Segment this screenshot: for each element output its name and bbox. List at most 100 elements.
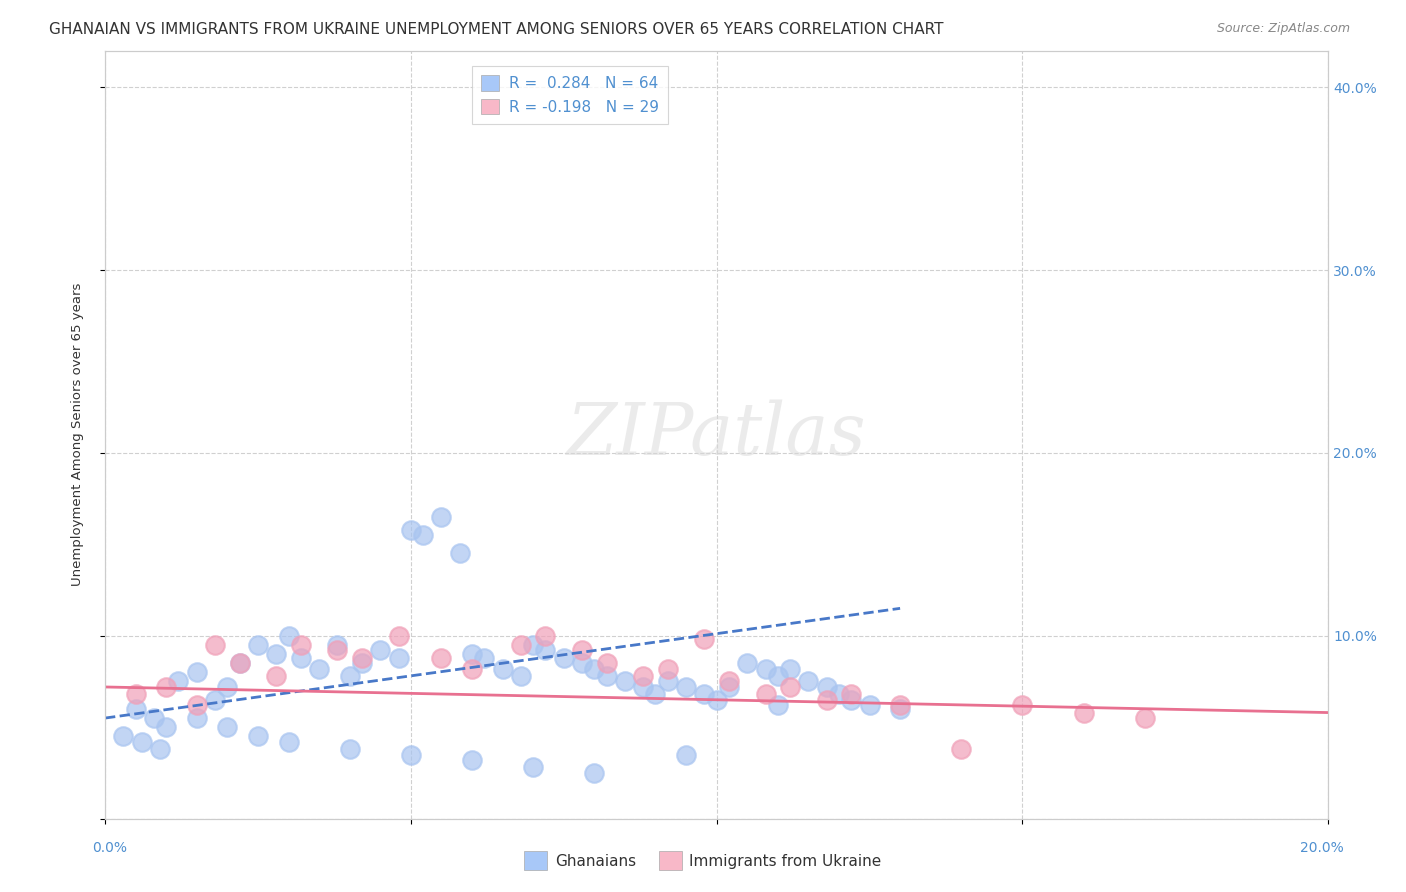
Point xyxy=(339,669,361,683)
Point xyxy=(571,657,593,671)
Point xyxy=(228,657,250,671)
Point xyxy=(766,698,789,713)
Point xyxy=(112,729,135,743)
Point xyxy=(368,643,391,657)
Point xyxy=(613,674,636,689)
Point xyxy=(277,735,299,749)
Point xyxy=(534,643,557,657)
Y-axis label: Unemployment Among Seniors over 65 years: Unemployment Among Seniors over 65 years xyxy=(72,283,84,586)
Point xyxy=(797,674,820,689)
Point xyxy=(350,650,373,665)
Point xyxy=(326,638,349,652)
Point xyxy=(754,687,776,701)
Point xyxy=(657,662,679,676)
Text: Source: ZipAtlas.com: Source: ZipAtlas.com xyxy=(1216,22,1350,36)
Point xyxy=(217,720,239,734)
Point xyxy=(534,629,557,643)
Point xyxy=(889,702,911,716)
Point xyxy=(491,662,513,676)
Point xyxy=(388,650,411,665)
Point xyxy=(583,662,606,676)
Point xyxy=(815,692,838,706)
Point xyxy=(950,742,973,756)
Point xyxy=(717,680,740,694)
Point xyxy=(815,680,838,694)
Point xyxy=(583,765,606,780)
Point xyxy=(449,547,471,561)
Point xyxy=(246,638,269,652)
Point xyxy=(675,680,697,694)
Point xyxy=(766,669,789,683)
Point xyxy=(510,669,533,683)
Point xyxy=(399,523,422,537)
Point xyxy=(779,662,801,676)
Point xyxy=(290,638,312,652)
Point xyxy=(149,742,172,756)
Point xyxy=(633,680,655,694)
Point xyxy=(461,647,484,661)
Point xyxy=(350,657,373,671)
Point xyxy=(889,698,911,713)
Point xyxy=(839,687,862,701)
Point xyxy=(228,657,250,671)
Point xyxy=(717,674,740,689)
Point xyxy=(522,638,544,652)
Point xyxy=(754,662,776,676)
Point xyxy=(246,729,269,743)
Point xyxy=(308,662,330,676)
Point xyxy=(131,735,153,749)
Point xyxy=(1073,706,1095,720)
Point xyxy=(204,638,226,652)
Legend: Ghanaians, Immigrants from Ukraine: Ghanaians, Immigrants from Ukraine xyxy=(519,846,887,876)
Point xyxy=(735,657,758,671)
Point xyxy=(124,702,146,716)
Point xyxy=(277,629,299,643)
Point xyxy=(388,629,411,643)
Point xyxy=(858,698,880,713)
Point xyxy=(167,674,190,689)
Point xyxy=(412,528,434,542)
Point xyxy=(461,662,484,676)
Point xyxy=(430,650,453,665)
Point xyxy=(143,711,166,725)
Point xyxy=(839,692,862,706)
Point xyxy=(461,753,484,767)
Point xyxy=(510,638,533,652)
Text: 0.0%: 0.0% xyxy=(93,841,127,855)
Point xyxy=(1011,698,1033,713)
Point xyxy=(186,711,208,725)
Point xyxy=(828,687,851,701)
Point xyxy=(290,650,312,665)
Point xyxy=(693,687,716,701)
Point xyxy=(779,680,801,694)
Point xyxy=(186,665,208,680)
Point xyxy=(522,760,544,774)
Point xyxy=(706,692,728,706)
Point xyxy=(553,650,575,665)
Point xyxy=(217,680,239,694)
Point xyxy=(693,632,716,647)
Point xyxy=(326,643,349,657)
Point xyxy=(633,669,655,683)
Text: ZIPatlas: ZIPatlas xyxy=(567,400,866,470)
Point xyxy=(430,510,453,524)
Point xyxy=(204,692,226,706)
Point xyxy=(571,643,593,657)
Point xyxy=(399,747,422,762)
Point xyxy=(595,669,617,683)
Point xyxy=(644,687,666,701)
Point xyxy=(155,720,177,734)
Point xyxy=(1133,711,1156,725)
Point xyxy=(472,650,495,665)
Text: GHANAIAN VS IMMIGRANTS FROM UKRAINE UNEMPLOYMENT AMONG SENIORS OVER 65 YEARS COR: GHANAIAN VS IMMIGRANTS FROM UKRAINE UNEM… xyxy=(49,22,943,37)
Point xyxy=(266,669,288,683)
Point xyxy=(675,747,697,762)
Point xyxy=(186,698,208,713)
Point xyxy=(595,657,617,671)
Text: 20.0%: 20.0% xyxy=(1299,841,1344,855)
Point xyxy=(266,647,288,661)
Point xyxy=(657,674,679,689)
Legend: R =  0.284   N = 64, R = -0.198   N = 29: R = 0.284 N = 64, R = -0.198 N = 29 xyxy=(472,66,668,124)
Point xyxy=(339,742,361,756)
Point xyxy=(124,687,146,701)
